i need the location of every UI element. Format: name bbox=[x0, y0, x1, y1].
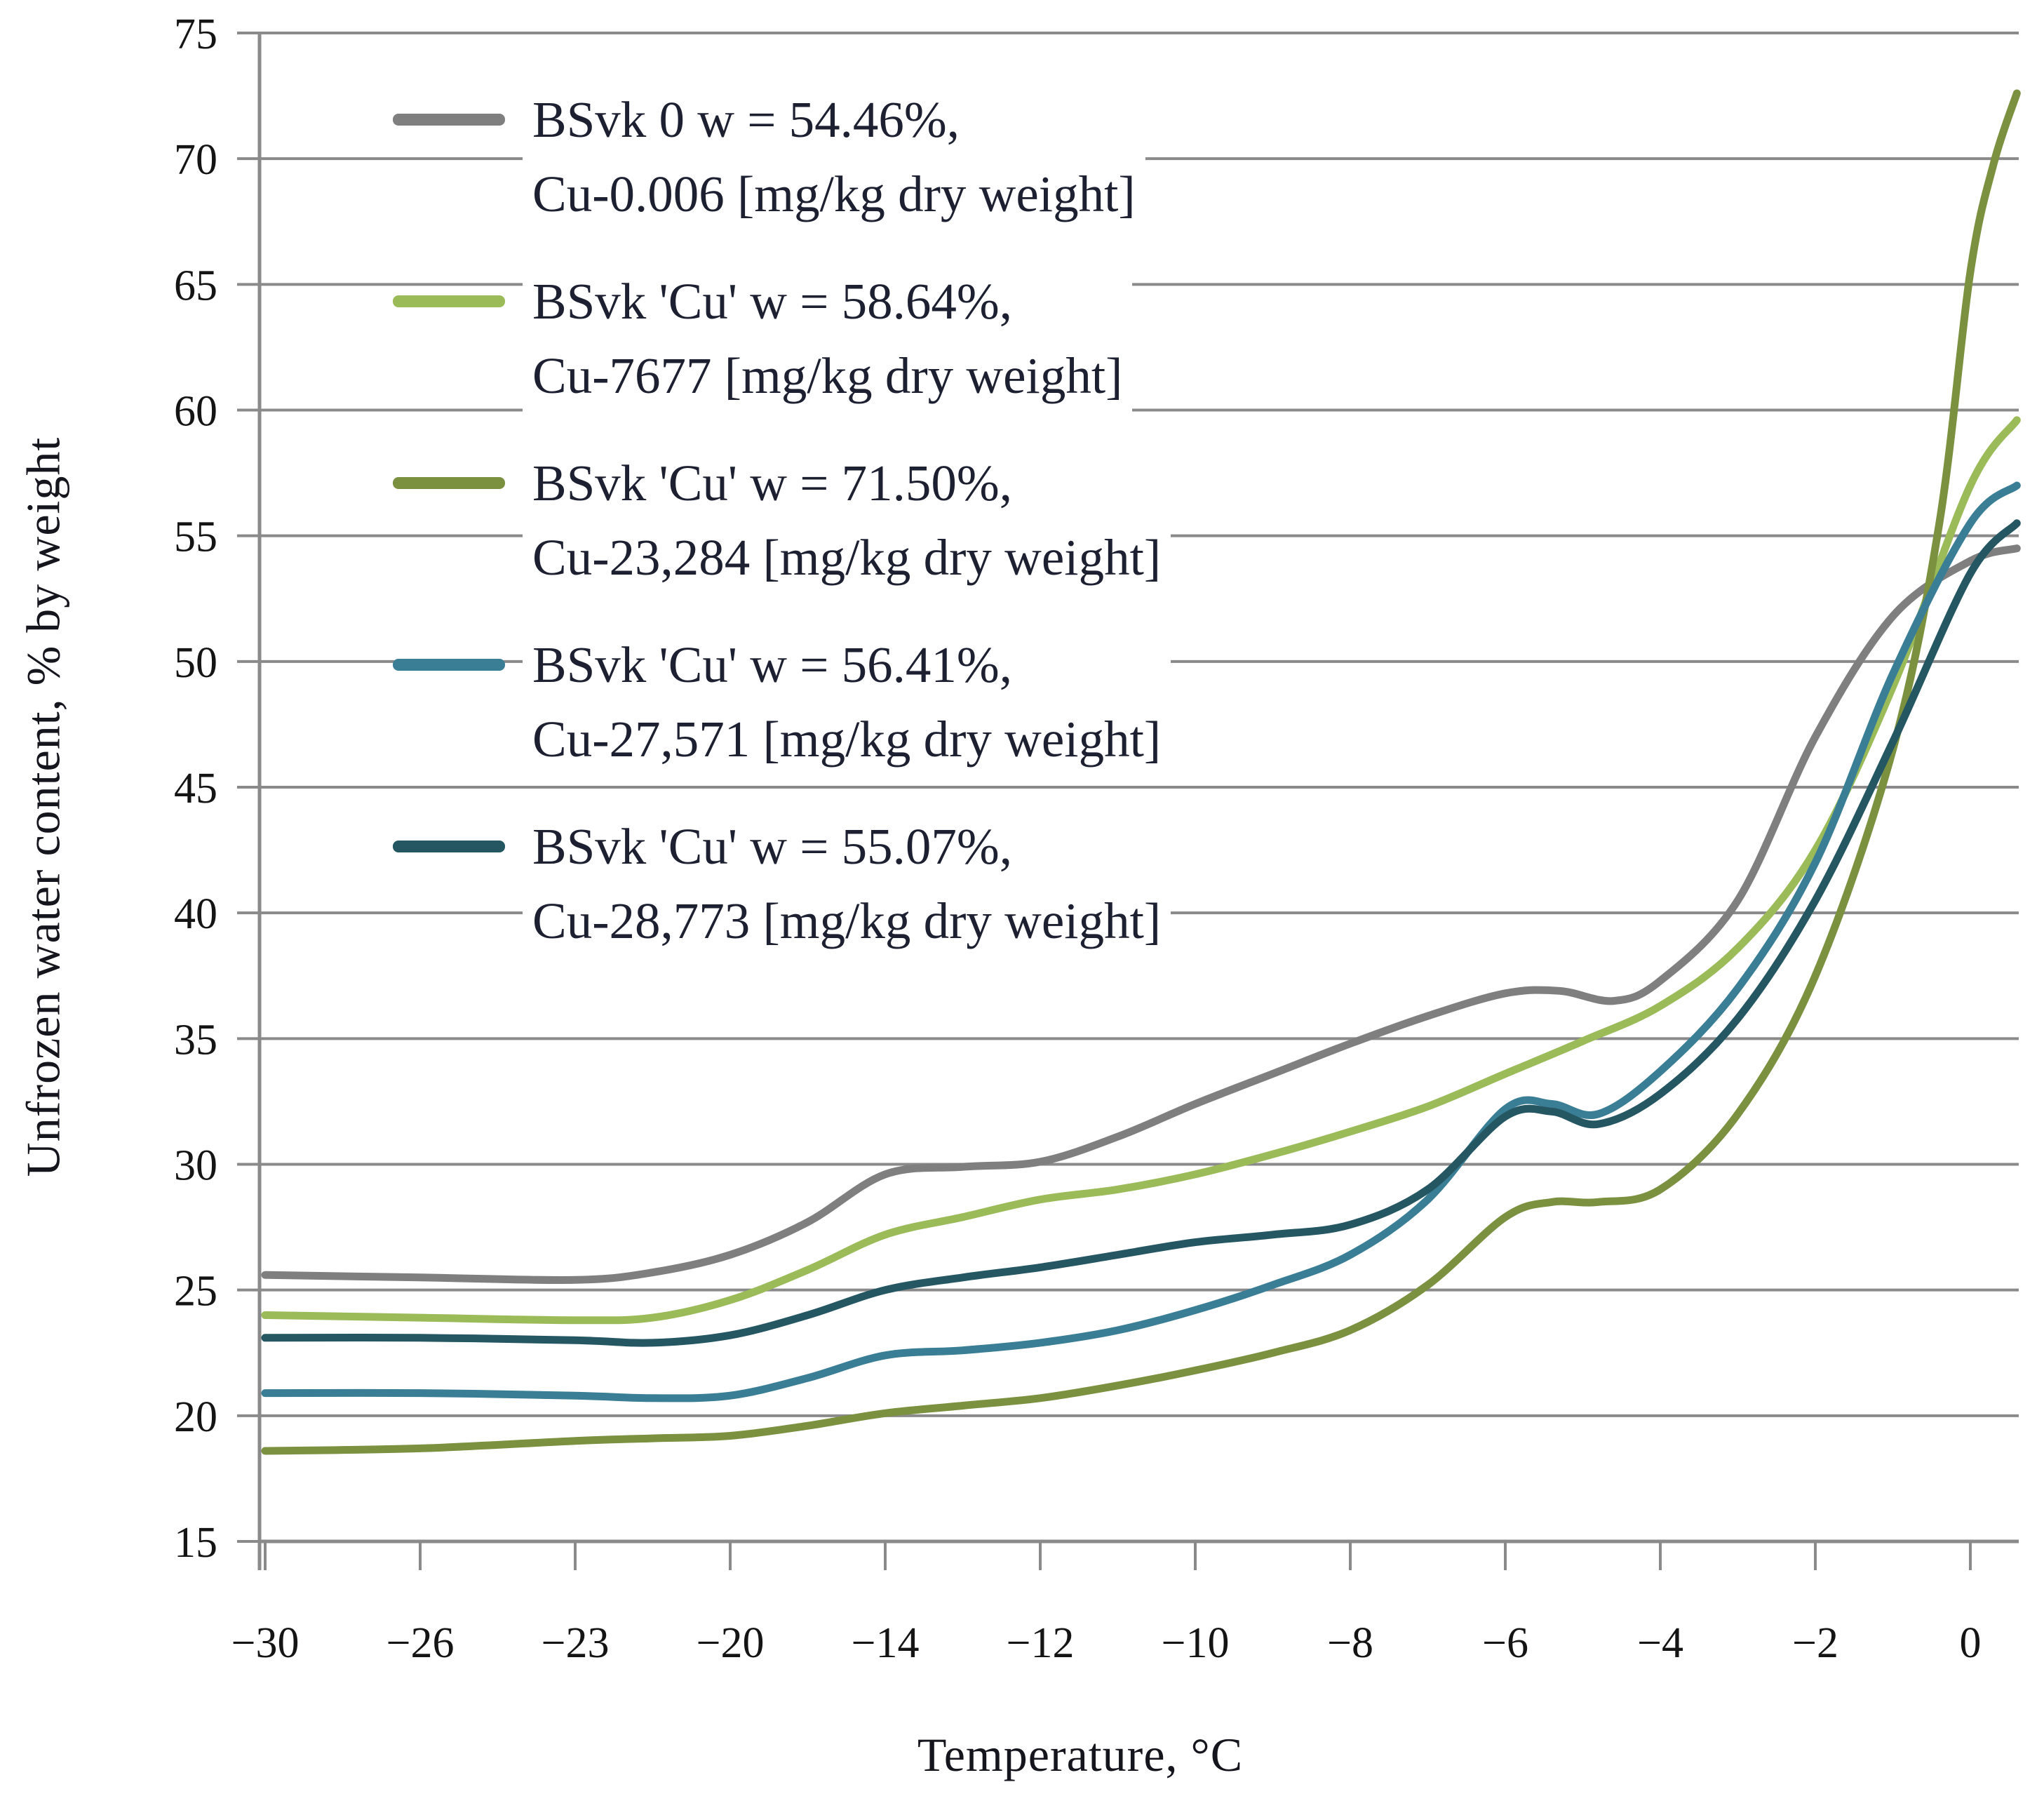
series-line-0 bbox=[261, 544, 2021, 1285]
y-tick-label-40: 40 bbox=[174, 890, 217, 938]
x-tick-label--23: −23 bbox=[542, 1619, 610, 1667]
y-tick-label-15: 15 bbox=[174, 1519, 217, 1567]
x-tick-label--12: −12 bbox=[1007, 1619, 1075, 1667]
legend-label-2-line1: BSvk 'Cu' w = 71.50%, bbox=[532, 455, 1012, 511]
legend-swatch-3 bbox=[393, 659, 505, 671]
chart-legend: BSvk 0 w = 54.46%, Cu-0.006 [mg/kg dry we… bbox=[393, 83, 1171, 991]
x-tick-label--20: −20 bbox=[697, 1619, 765, 1667]
legend-item-4: BSvk 'Cu' w = 55.07%, Cu-28,773 [mg/kg dr… bbox=[393, 810, 1171, 958]
legend-label-2: BSvk 'Cu' w = 71.50%, Cu-23,284 [mg/kg dr… bbox=[523, 446, 1171, 595]
y-tick-label-35: 35 bbox=[174, 1016, 217, 1064]
y-tick-label-30: 30 bbox=[174, 1142, 217, 1190]
legend-label-0-line2: Cu-0.006 [mg/kg dry weight] bbox=[532, 166, 1136, 222]
legend-swatch-0 bbox=[393, 114, 505, 126]
legend-label-4: BSvk 'Cu' w = 55.07%, Cu-28,773 [mg/kg dr… bbox=[523, 810, 1171, 958]
x-tick-label--14: −14 bbox=[852, 1619, 920, 1667]
legend-label-0-line1: BSvk 0 w = 54.46%, bbox=[532, 91, 960, 148]
legend-label-1-line1: BSvk 'Cu' w = 58.64%, bbox=[532, 273, 1012, 330]
legend-label-1: BSvk 'Cu' w = 58.64%, Cu-7677 [mg/kg dry … bbox=[523, 265, 1133, 413]
legend-label-4-line2: Cu-28,773 [mg/kg dry weight] bbox=[532, 892, 1162, 949]
legend-label-3-line2: Cu-27,571 [mg/kg dry weight] bbox=[532, 711, 1162, 768]
legend-item-0: BSvk 0 w = 54.46%, Cu-0.006 [mg/kg dry we… bbox=[393, 83, 1171, 232]
x-tick-label--6: −6 bbox=[1482, 1619, 1528, 1667]
x-tick-label--26: −26 bbox=[386, 1619, 455, 1667]
x-tick-label--30: −30 bbox=[231, 1619, 300, 1667]
y-tick-label-55: 55 bbox=[174, 514, 217, 561]
x-tick-label-0: 0 bbox=[1960, 1619, 1982, 1667]
legend-label-2-line2: Cu-23,284 [mg/kg dry weight] bbox=[532, 529, 1162, 586]
series-line-4 bbox=[261, 519, 2021, 1347]
y-tick-label-50: 50 bbox=[174, 639, 217, 687]
y-tick-label-75: 75 bbox=[174, 11, 217, 58]
y-tick-label-70: 70 bbox=[174, 136, 217, 184]
legend-label-4-line1: BSvk 'Cu' w = 55.07%, bbox=[532, 818, 1012, 875]
x-axis-title: Temperature, °C bbox=[917, 1728, 1244, 1781]
y-tick-label-20: 20 bbox=[174, 1393, 217, 1441]
legend-item-2: BSvk 'Cu' w = 71.50%, Cu-23,284 [mg/kg dr… bbox=[393, 446, 1171, 595]
y-tick-label-65: 65 bbox=[174, 262, 217, 309]
y-tick-label-45: 45 bbox=[174, 765, 217, 812]
y-axis-title: Unfrozen water content, % by weight bbox=[16, 436, 70, 1177]
series-line-3 bbox=[261, 481, 2021, 1402]
y-tick-label-25: 25 bbox=[174, 1268, 217, 1315]
x-tick-label--4: −4 bbox=[1637, 1619, 1683, 1667]
x-tick-label--10: −10 bbox=[1162, 1619, 1230, 1667]
legend-swatch-4 bbox=[393, 841, 505, 852]
y-tick-label-60: 60 bbox=[174, 388, 217, 436]
x-tick-label--8: −8 bbox=[1327, 1619, 1373, 1667]
series-line-1 bbox=[261, 416, 2021, 1325]
legend-label-1-line2: Cu-7677 [mg/kg dry weight] bbox=[532, 347, 1123, 404]
x-tick-label--2: −2 bbox=[1792, 1619, 1838, 1667]
legend-item-1: BSvk 'Cu' w = 58.64%, Cu-7677 [mg/kg dry … bbox=[393, 265, 1171, 413]
legend-swatch-2 bbox=[393, 477, 505, 489]
legend-item-3: BSvk 'Cu' w = 56.41%, Cu-27,571 [mg/kg dr… bbox=[393, 628, 1171, 777]
legend-label-0: BSvk 0 w = 54.46%, Cu-0.006 [mg/kg dry we… bbox=[523, 83, 1145, 232]
legend-label-3-line1: BSvk 'Cu' w = 56.41%, bbox=[532, 636, 1012, 693]
legend-swatch-1 bbox=[393, 295, 505, 307]
legend-label-3: BSvk 'Cu' w = 56.41%, Cu-27,571 [mg/kg dr… bbox=[523, 628, 1171, 777]
